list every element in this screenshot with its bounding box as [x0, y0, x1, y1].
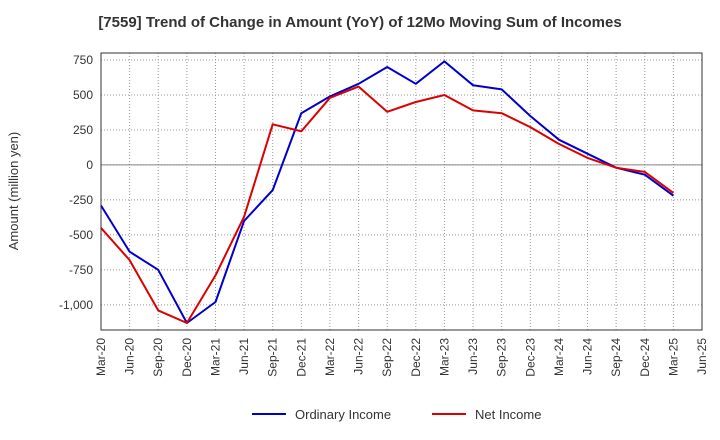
x-tick-label: Sep-22 [380, 338, 394, 377]
y-tick-label: -250 [69, 193, 93, 207]
x-tick-label: Mar-20 [94, 338, 108, 376]
series-line-net-income [100, 85, 674, 324]
x-tick-label: Sep-21 [266, 338, 280, 377]
y-axis-tick-labels: 750 500 250 0 -250 -500 -750 -1,000 [59, 53, 93, 312]
x-tick-label: Dec-23 [523, 338, 537, 377]
x-tick-label: Sep-20 [151, 338, 165, 377]
x-tick-label: Mar-22 [323, 338, 337, 376]
grid [100, 53, 703, 330]
x-tick-label: Jun-23 [466, 338, 480, 375]
chart-title: [7559] Trend of Change in Amount (YoY) o… [98, 14, 622, 31]
x-tick-label: Dec-24 [638, 338, 652, 377]
x-tick-label: Jun-21 [237, 338, 251, 375]
x-tick-label: Sep-23 [495, 338, 509, 377]
series-line-ordinary-income [100, 60, 674, 324]
legend-label: Ordinary Income [295, 407, 391, 422]
y-tick-label: -1,000 [59, 298, 93, 312]
y-tick-label: 0 [86, 158, 93, 172]
y-tick-label: 750 [73, 53, 93, 67]
x-tick-label: Dec-22 [409, 338, 423, 377]
y-tick-label: 500 [73, 88, 93, 102]
y-tick-label: -500 [69, 228, 93, 242]
x-tick-label: Sep-24 [609, 338, 623, 377]
x-tick-label: Jun-25 [695, 338, 709, 375]
x-tick-label: Dec-21 [294, 338, 308, 377]
legend: Ordinary Income Net Income [252, 407, 541, 422]
y-axis-title: Amount (million yen) [6, 132, 21, 251]
x-tick-label: Dec-20 [180, 338, 194, 377]
legend-label: Net Income [475, 407, 541, 422]
series-lines [100, 60, 674, 324]
x-tick-label: Jun-20 [123, 338, 137, 375]
x-tick-label: Jun-22 [352, 338, 366, 375]
y-tick-label: 250 [73, 123, 93, 137]
x-tick-label: Mar-25 [666, 338, 680, 376]
plot-area-frame [100, 52, 703, 331]
x-tick-label: Mar-21 [208, 338, 222, 376]
x-tick-label: Mar-23 [437, 338, 451, 376]
x-tick-label: Mar-24 [552, 338, 566, 376]
y-tick-label: -750 [69, 263, 93, 277]
x-axis-tick-labels: Mar-20 Jun-20 Sep-20 Dec-20 Mar-21 Jun-21 Sep-… [94, 338, 709, 377]
x-tick-label: Jun-24 [581, 338, 595, 375]
